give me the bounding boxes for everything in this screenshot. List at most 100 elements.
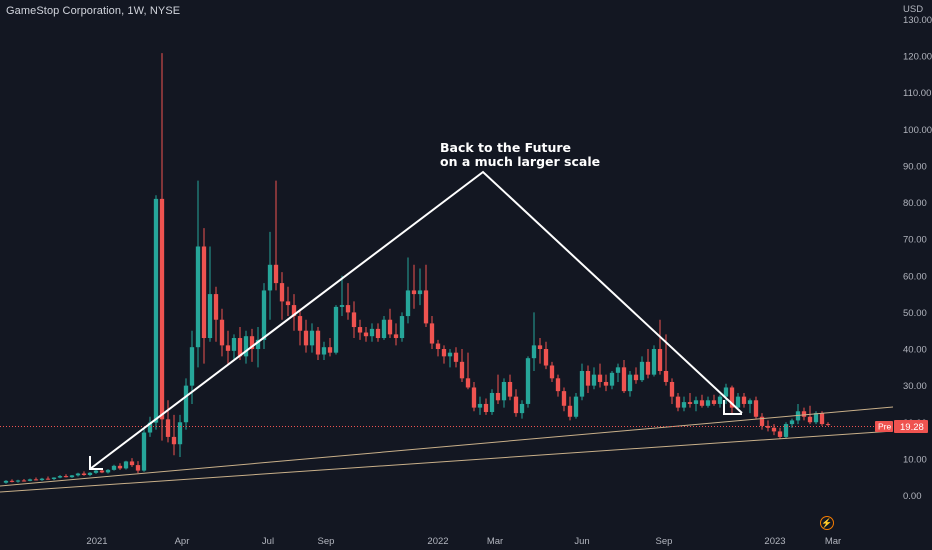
candle-body: [333, 306, 339, 353]
chart-symbol-title[interactable]: GameStop Corporation, 1W, NYSE: [6, 5, 181, 17]
candle-body: [405, 290, 411, 317]
candle-body: [3, 480, 9, 483]
candle-body: [237, 338, 243, 357]
candle-body: [561, 391, 567, 406]
candle-body: [87, 472, 93, 475]
candle-body: [81, 473, 87, 475]
candle-body: [543, 349, 549, 366]
candle-body: [183, 385, 189, 423]
candle-body: [255, 339, 261, 350]
candle-body: [117, 465, 123, 469]
price-tick-label: 10.00: [903, 454, 927, 465]
candle-body: [345, 305, 351, 313]
candle-body: [639, 361, 645, 381]
candle-body: [327, 347, 333, 353]
candle-body: [375, 328, 381, 339]
candle-body: [549, 365, 555, 379]
candle-body: [825, 424, 831, 426]
candle-body: [591, 374, 597, 386]
candle-body: [495, 392, 501, 401]
candle-body: [219, 319, 225, 346]
candle-body: [723, 387, 729, 397]
candle-body: [453, 352, 459, 362]
price-tick-label: 100.00: [903, 125, 932, 136]
candle-body: [177, 422, 183, 445]
candle-body: [411, 290, 417, 295]
candle-body: [387, 319, 393, 335]
lightning-icon[interactable]: ⚡: [820, 516, 834, 530]
candle-body: [699, 400, 705, 406]
candle-body: [687, 402, 693, 404]
candle-body: [531, 345, 537, 359]
candle-body: [771, 427, 777, 432]
candle-body: [369, 328, 375, 337]
candle-body: [483, 403, 489, 413]
candle-body: [489, 392, 495, 413]
candle-body: [57, 476, 63, 478]
candle-body: [729, 387, 735, 408]
price-tick-label: 110.00: [903, 88, 931, 99]
candle-body: [297, 316, 303, 331]
candle-body: [621, 367, 627, 392]
price-tick-label: 80.00: [903, 198, 927, 209]
candle-body: [753, 400, 759, 417]
candle-body: [711, 400, 717, 404]
lower-trendline: [0, 430, 894, 493]
candle-body: [33, 479, 39, 481]
candle-body: [51, 477, 57, 480]
candle-body: [243, 336, 249, 357]
candle-body: [75, 473, 81, 476]
candle-body: [447, 352, 453, 357]
candle-body: [465, 378, 471, 388]
price-badge-value: 19.28: [900, 422, 924, 433]
candle-body: [597, 374, 603, 382]
candle-body: [27, 479, 33, 481]
candle-body: [759, 416, 765, 426]
price-tick-label: 0.00: [903, 491, 922, 502]
price-tick-label: 90.00: [903, 161, 927, 172]
candle-body: [603, 381, 609, 386]
candle-body: [681, 402, 687, 408]
candle-body: [15, 480, 21, 482]
candle-body: [351, 312, 357, 328]
candle-body: [129, 461, 135, 466]
candle-body: [717, 396, 723, 404]
candle-body: [69, 475, 75, 478]
candle-body: [417, 290, 423, 295]
candle-body: [357, 327, 363, 333]
candle-body: [147, 422, 153, 433]
candle-body: [207, 294, 213, 339]
candle-body: [315, 330, 321, 355]
annotation-line-1[interactable]: Back to the Future: [440, 140, 571, 155]
candle-body: [585, 370, 591, 386]
price-tick-label: 130.00: [903, 15, 932, 26]
candle-body: [9, 480, 15, 482]
time-tick-label: Mar: [825, 536, 841, 547]
time-tick-label: Jul: [262, 536, 274, 547]
candle-body: [135, 465, 141, 471]
candle-body: [201, 246, 207, 339]
candle-body: [741, 396, 747, 404]
candle-body: [303, 330, 309, 346]
candle-body: [609, 372, 615, 386]
candle-body: [381, 319, 387, 339]
candle-body: [93, 470, 99, 473]
candle-body: [513, 396, 519, 414]
drawing-layer: [0, 170, 894, 493]
price-tick-label: 50.00: [903, 308, 927, 319]
candle-body: [195, 246, 201, 348]
candle-body: [21, 480, 27, 482]
candle-body: [555, 378, 561, 392]
candle-body: [393, 334, 399, 339]
candle-body: [429, 323, 435, 344]
price-badge-bg: [894, 420, 928, 433]
annotation-line-2[interactable]: on a much larger scale: [440, 154, 600, 169]
candle-body: [111, 465, 117, 470]
candle-body: [423, 290, 429, 324]
candle-body: [663, 370, 669, 382]
candle-body: [363, 332, 369, 337]
candle-body: [249, 336, 255, 350]
candle-body: [633, 374, 639, 381]
candle-body: [819, 413, 825, 425]
